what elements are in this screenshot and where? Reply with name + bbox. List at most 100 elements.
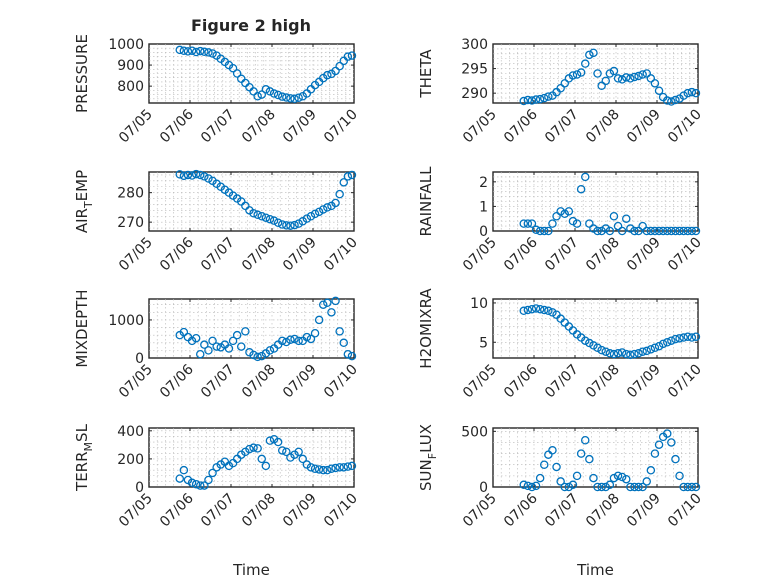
data-point <box>277 220 287 229</box>
grid <box>493 428 698 487</box>
data-point <box>323 203 332 212</box>
data-point <box>691 226 701 236</box>
data-point <box>339 463 348 472</box>
data-point <box>224 344 234 353</box>
data-point <box>605 480 615 490</box>
data-point <box>548 308 557 317</box>
y-tick-label: 1 <box>479 199 488 215</box>
data-point <box>556 207 565 216</box>
data-point <box>581 59 590 68</box>
data-point <box>617 75 627 84</box>
data-point <box>589 473 598 483</box>
x-tick-label: 07/08 <box>583 235 623 275</box>
data-point <box>343 349 353 359</box>
data-point <box>671 334 680 344</box>
data-point <box>593 226 602 236</box>
x-tick-label: 07/06 <box>501 234 541 274</box>
x-tick-label: 07/07 <box>198 235 238 275</box>
y-axis-label: MIXDEPTH <box>73 289 91 367</box>
data-point <box>634 482 643 492</box>
data-point <box>601 482 611 492</box>
data-point <box>683 226 693 236</box>
data-point <box>585 338 594 348</box>
data-point <box>589 341 598 350</box>
data-point <box>544 306 553 316</box>
subplot-5: 0 1000 07/05 07/06 07/07 07/08 07/09 07/10 MIXDE… <box>73 289 361 401</box>
x-tick-label: 07/07 <box>198 107 238 147</box>
data-point <box>523 305 533 315</box>
data-point <box>282 93 291 102</box>
data-point <box>691 88 701 98</box>
data-point <box>331 66 340 76</box>
data-point <box>535 226 545 236</box>
x-tick-label: 07/07 <box>542 107 582 147</box>
data-point <box>646 74 656 83</box>
data-point <box>679 91 688 100</box>
figure-title: Figure 2 high <box>191 16 311 35</box>
data-point <box>663 429 672 438</box>
data-point <box>277 336 287 346</box>
data-point <box>175 170 184 179</box>
y-tick-label: 400 <box>117 424 144 440</box>
data-point <box>576 68 586 77</box>
data-point <box>683 88 693 98</box>
y-tick-label: 2 <box>479 175 488 191</box>
data-point <box>191 47 201 57</box>
subplot-7: 0 200 400 07/05 07/06 07/07 07/08 07/09 07/10 TER… <box>73 423 361 579</box>
data-point <box>646 345 656 354</box>
data-point <box>683 332 693 342</box>
data-point <box>314 207 324 217</box>
data-point <box>228 336 238 346</box>
data-point <box>187 478 197 488</box>
data-point <box>572 471 582 481</box>
y-tick-label: 300 <box>461 37 488 53</box>
subplot-1: 800 900 1000 07/05 07/06 07/07 07/08 07/09 07/10… <box>73 34 361 146</box>
data-point <box>654 226 664 236</box>
data-point <box>560 482 570 492</box>
y-axis-label: TERRMSL <box>73 423 95 492</box>
data-point <box>249 87 258 96</box>
data-point <box>236 342 246 351</box>
data-point <box>302 214 312 223</box>
data-point <box>228 63 238 73</box>
data-point <box>527 96 537 105</box>
subplot-6: 5 10 07/05 07/06 07/07 07/08 07/09 07/10 H2OMIXR… <box>417 288 705 402</box>
data-point <box>265 346 275 355</box>
data-point <box>261 85 271 94</box>
data-point <box>306 334 316 344</box>
x-tick-label: 07/09 <box>280 362 320 402</box>
data-point <box>175 474 184 483</box>
x-tick-label: 07/09 <box>280 491 320 531</box>
data-point <box>585 219 594 228</box>
y-axis-label: H2OMIXRA <box>417 288 435 369</box>
data-point <box>327 464 336 473</box>
data-point <box>601 224 611 233</box>
plot-area <box>148 427 355 488</box>
data-point <box>191 333 201 343</box>
data-point <box>273 437 283 447</box>
data-point <box>204 346 213 355</box>
data-point <box>609 66 619 76</box>
data-point <box>531 481 541 491</box>
y-axis-label: SUNFLUX <box>417 424 439 491</box>
data-point <box>191 169 201 179</box>
x-tick-label: 07/08 <box>583 491 623 531</box>
data-point <box>626 74 635 83</box>
plot-area <box>492 43 699 104</box>
data-point <box>310 464 320 473</box>
data-point <box>605 69 615 78</box>
x-tick-label: 07/05 <box>116 235 156 275</box>
data-point <box>597 81 606 91</box>
data-point <box>269 89 279 98</box>
data-point <box>646 226 656 236</box>
x-tick-label: 07/08 <box>583 107 623 147</box>
data-point <box>605 226 615 236</box>
data-point <box>204 48 213 57</box>
y-tick-label: 270 <box>117 215 144 231</box>
x-tick-label: 07/07 <box>198 362 238 402</box>
data-point <box>310 329 320 338</box>
data-point <box>306 211 316 221</box>
data-point <box>331 463 340 473</box>
grid <box>149 428 354 487</box>
data-point <box>269 216 279 225</box>
